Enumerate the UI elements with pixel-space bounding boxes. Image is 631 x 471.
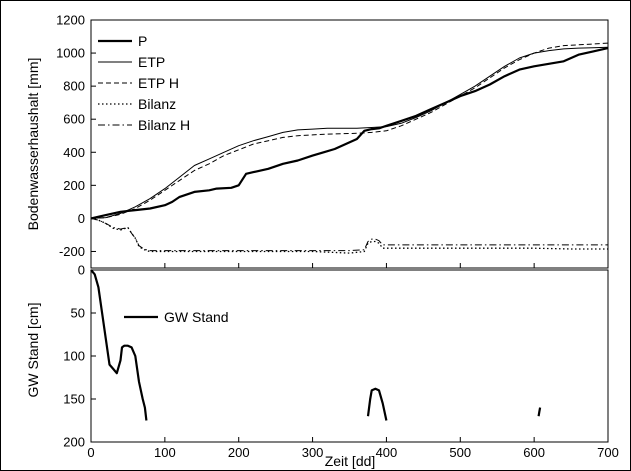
top-panel: -200 0 200 400 600 800 1000 1200 Bodenwasserhau… bbox=[25, 13, 609, 269]
top-ytick-label: 0 bbox=[78, 211, 85, 226]
top-y-axis-label: Bodenwasserhaushalt [mm] bbox=[25, 58, 41, 231]
bottom-xtick-label: 300 bbox=[302, 445, 324, 460]
series-line-bilanz bbox=[90, 217, 608, 254]
series-line-bilanz-h bbox=[90, 217, 608, 252]
bottom-ytick-label: 50 bbox=[71, 306, 85, 321]
top-ytick-label: -200 bbox=[59, 244, 85, 259]
bottom-ytick-label: 100 bbox=[63, 349, 85, 364]
series-line-etp bbox=[90, 46, 609, 219]
bottom-xtick-label: 0 bbox=[87, 445, 94, 460]
series-line-etp-h bbox=[90, 42, 609, 219]
bottom-x-ticks: 0 100 200 300 400 500 600 700 bbox=[87, 437, 619, 460]
legend-label-bilanz-h: Bilanz H bbox=[138, 117, 190, 133]
bottom-xtick-label: 200 bbox=[228, 445, 250, 460]
bottom-panel: 0 50 100 150 200 0 100 200 300 400 500 600 700 GW S… bbox=[25, 263, 619, 470]
series-line-gw-stand-segment-2 bbox=[366, 387, 388, 421]
top-ytick-label: 800 bbox=[63, 79, 85, 94]
series-line-gw-stand-segment-1 bbox=[90, 269, 148, 421]
bottom-xtick-label: 600 bbox=[523, 445, 545, 460]
top-series-lines bbox=[90, 42, 609, 254]
top-plot-frame bbox=[90, 19, 609, 269]
legend-label-etp-h: ETP H bbox=[138, 75, 179, 91]
bottom-xtick-label: 500 bbox=[449, 445, 471, 460]
top-ytick-label: 400 bbox=[63, 145, 85, 160]
legend-label-gw-stand: GW Stand bbox=[164, 309, 229, 325]
top-x-ticks bbox=[90, 263, 609, 268]
bottom-y-ticks: 0 50 100 150 200 bbox=[63, 263, 96, 450]
bottom-ytick-label: 200 bbox=[63, 435, 85, 450]
top-ytick-label: 1200 bbox=[56, 13, 85, 28]
bottom-y-axis-label: GW Stand [cm] bbox=[25, 303, 41, 398]
top-ytick-label: 200 bbox=[63, 178, 85, 193]
top-legend: P ETP ETP H Bilanz Bilanz H bbox=[98, 33, 190, 133]
legend-label-p: P bbox=[138, 33, 147, 49]
top-ytick-label: 600 bbox=[63, 112, 85, 127]
legend-label-bilanz: Bilanz bbox=[138, 96, 176, 112]
bottom-xtick-label: 700 bbox=[597, 445, 619, 460]
top-ytick-label: 1000 bbox=[56, 46, 85, 61]
bottom-ytick-label: 0 bbox=[78, 263, 85, 278]
bottom-xtick-label: 400 bbox=[376, 445, 398, 460]
series-line-p bbox=[90, 47, 609, 220]
top-y-ticks: -200 0 200 400 600 800 1000 1200 bbox=[56, 13, 96, 259]
bottom-legend: GW Stand bbox=[124, 309, 229, 325]
bottom-series-lines bbox=[90, 269, 542, 421]
series-line-gw-stand-segment-3 bbox=[537, 407, 542, 417]
x-axis-label: Zeit [dd] bbox=[325, 453, 376, 469]
bottom-xtick-label: 100 bbox=[154, 445, 176, 460]
bottom-ytick-label: 150 bbox=[63, 392, 85, 407]
legend-label-etp: ETP bbox=[138, 54, 165, 70]
